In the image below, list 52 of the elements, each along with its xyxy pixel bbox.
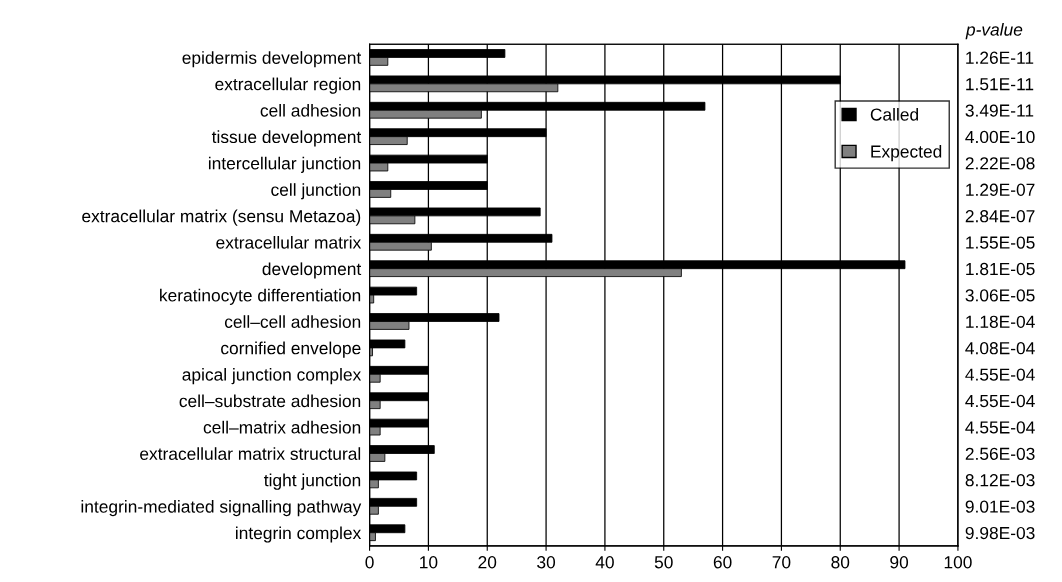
- y2-tick-label: 2.22E-08: [965, 157, 1035, 170]
- y2-tick-label: 8.12E-03: [965, 474, 1035, 487]
- y2-tick-label: 1.29E-07: [966, 183, 1035, 196]
- y-tick-label: extracellular matrix: [216, 235, 362, 249]
- x-tick-label: 60: [713, 556, 732, 569]
- y2-tick-label: 1.26E-11: [966, 51, 1034, 64]
- x-tick-label: 70: [772, 556, 791, 569]
- x-tick-label: 100: [944, 556, 972, 569]
- y-tick-label: tissue development: [211, 130, 362, 147]
- x-tick-label: 50: [654, 556, 673, 569]
- y2-tick-label: 9.98E-03: [965, 526, 1035, 540]
- y-tick-label: cell–substrate adhesion: [179, 394, 361, 408]
- x-tick-label: 30: [537, 556, 556, 569]
- legend-label: Expected: [871, 144, 942, 162]
- y2-tick-label: 2.84E-07: [965, 210, 1035, 223]
- x-tick-label: 80: [831, 556, 850, 569]
- y2-tick-label: 1.18E-04: [966, 315, 1035, 328]
- y-tick-label: keratinocyte differentiation: [160, 288, 361, 305]
- y2-tick-label: 4.00E-10: [965, 130, 1035, 144]
- y-tick-label: intercellular junction: [208, 156, 361, 173]
- y2-axis-title: p-value: [965, 23, 1023, 40]
- y-tick-label: cell adhesion: [260, 103, 361, 117]
- y2-tick-label: 9.01E-03: [965, 500, 1035, 513]
- y2-tick-label: 4.55E-04: [965, 394, 1035, 408]
- y2-tick-label: 1.55E-05: [966, 236, 1035, 249]
- y-tick-label: integrin complex: [236, 526, 362, 543]
- y2-tick-label: 3.06E-05: [965, 289, 1035, 302]
- y2-tick-label: 4.08E-04: [965, 342, 1035, 355]
- y-tick-label: extracellular matrix (sensu Metazoa): [82, 209, 361, 226]
- x-tick-label: 20: [478, 556, 497, 569]
- y-tick-label: cell junction: [271, 183, 361, 200]
- y-tick-label: cell–matrix adhesion: [203, 420, 361, 434]
- y-tick-label: extracellular region: [215, 77, 361, 94]
- y2-tick-label: 4.55E-04: [965, 421, 1035, 434]
- x-tick-label: 0: [365, 556, 374, 569]
- x-tick-label: 40: [595, 556, 614, 569]
- y-tick-label: integrin-mediated signalling pathway: [81, 500, 362, 517]
- y-tick-label: development: [262, 262, 362, 279]
- y-tick-label: cornified envelope: [221, 341, 361, 358]
- y2-tick-label: 1.81E-05: [966, 262, 1035, 276]
- y2-tick-label: 4.55E-04: [965, 368, 1035, 381]
- y-tick-label: cell–cell adhesion: [224, 315, 361, 328]
- x-tick-label: 10: [420, 556, 438, 569]
- y2-tick-label: 1.51E-11: [966, 78, 1034, 91]
- y-tick-label: apical junction complex: [182, 368, 362, 385]
- y-tick-label: epidermis development: [182, 51, 362, 68]
- y2-tick-label: 3.49E-11: [965, 104, 1034, 117]
- legend-label: Called: [870, 107, 919, 121]
- y2-tick-label: 2.56E-03: [965, 447, 1035, 460]
- x-tick-label: 90: [890, 556, 909, 569]
- y-tick-label: tight junction: [264, 473, 361, 490]
- y-tick-label: extracellular matrix structural: [140, 447, 361, 460]
